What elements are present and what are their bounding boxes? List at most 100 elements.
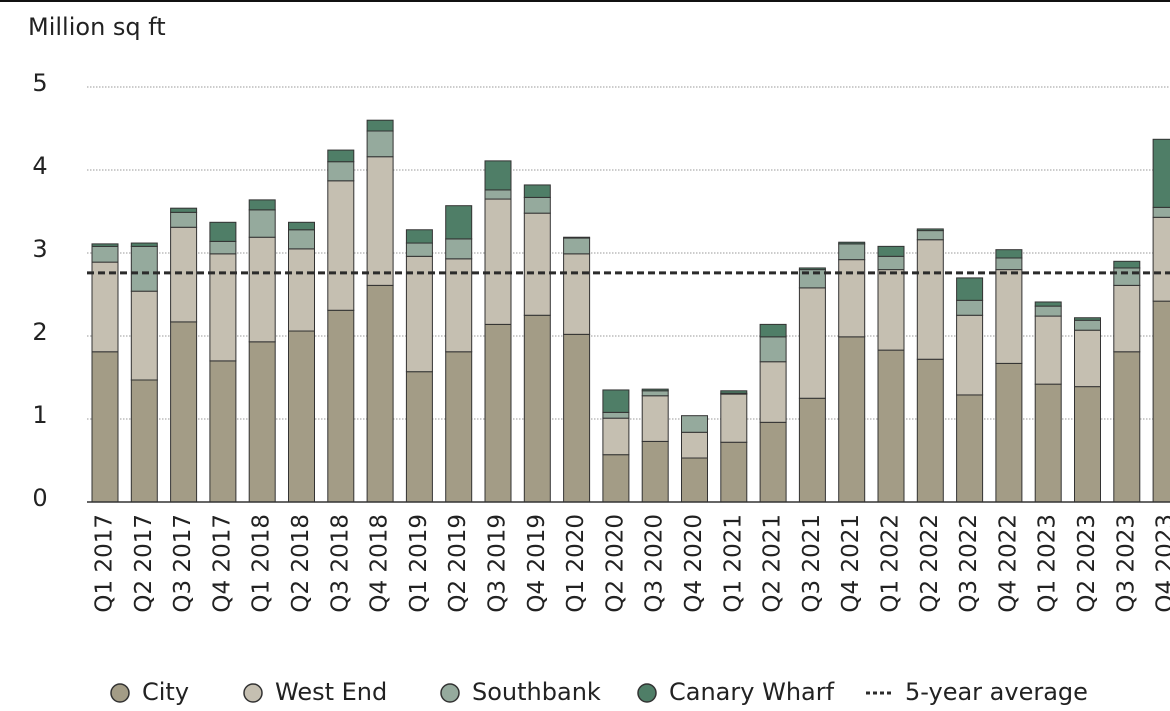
bar-segment <box>1074 317 1101 321</box>
bar-segment <box>523 184 551 198</box>
x-tick-label: Q3 2018 <box>327 514 353 613</box>
legend-label: Southbank <box>472 678 601 706</box>
bar-segment <box>956 299 984 316</box>
bar-segment <box>91 245 119 263</box>
y-tick-label: 1 <box>32 401 47 429</box>
bar-segment <box>563 333 591 503</box>
x-tick-label: Q4 2023 <box>1153 514 1170 613</box>
x-tick-label: Q3 2017 <box>170 514 196 613</box>
bar-segment <box>209 221 237 242</box>
bar-segment <box>916 228 944 232</box>
bar-segment <box>563 236 591 239</box>
legend-label: Canary Wharf <box>669 678 835 706</box>
bar-segment <box>170 226 198 323</box>
bar-segment <box>995 269 1023 364</box>
bar-segment <box>798 287 826 399</box>
legend-swatch <box>637 683 657 703</box>
bar-segment <box>209 360 237 503</box>
bar-segment <box>170 211 198 228</box>
x-tick-label: Q2 2018 <box>288 514 314 613</box>
bar-segment <box>288 221 315 231</box>
bar-segment <box>877 245 905 257</box>
legend-label: West End <box>275 678 387 706</box>
x-tick-label: Q3 2019 <box>485 514 511 613</box>
x-tick-label: Q2 2019 <box>445 514 471 613</box>
bar-segment <box>1152 138 1170 208</box>
bar-segment <box>956 277 984 301</box>
bar-segment <box>209 253 237 362</box>
bar-segment <box>523 196 551 214</box>
bar-segment <box>91 351 119 503</box>
bar-segment <box>995 257 1023 271</box>
legend-label: 5-year average <box>905 678 1088 706</box>
bar-segment <box>405 229 433 244</box>
bar-segment <box>838 336 866 503</box>
x-tick-label: Q1 2019 <box>406 514 432 613</box>
bar-segment <box>288 229 315 250</box>
bar-segment <box>445 238 473 260</box>
bar-segment <box>720 441 748 503</box>
bar-segment <box>641 388 669 392</box>
legend-swatch <box>110 683 130 703</box>
bar-segment <box>759 323 787 338</box>
bar-segment <box>91 243 119 247</box>
bar-segment <box>916 239 944 360</box>
bar-segment <box>248 199 276 211</box>
bar-segment <box>484 160 512 191</box>
x-tick-label: Q4 2018 <box>367 514 393 613</box>
bar-segment <box>563 237 591 255</box>
x-tick-label: Q1 2020 <box>563 514 589 613</box>
y-tick-label: 0 <box>32 484 47 512</box>
bar-segment <box>1113 267 1141 286</box>
legend-label: City <box>142 678 189 706</box>
bar-segment <box>248 209 276 238</box>
y-tick-label: 4 <box>32 152 47 180</box>
bar-segment <box>170 207 198 213</box>
bar-segment <box>641 440 669 503</box>
bar-segment <box>681 431 708 459</box>
bar-segment <box>327 149 355 163</box>
bar-segment <box>405 371 433 503</box>
x-tick-label: Q2 2021 <box>760 514 786 613</box>
bar-segment <box>405 242 433 257</box>
bar-segment <box>484 198 512 325</box>
bar-segment <box>130 290 158 381</box>
bar-segment <box>130 379 158 503</box>
bar-segment <box>956 314 984 396</box>
bar-segment <box>759 421 787 503</box>
x-tick-label: Q3 2022 <box>956 514 982 613</box>
x-tick-label: Q4 2022 <box>995 514 1021 613</box>
bar-segment <box>130 245 158 292</box>
x-tick-label: Q2 2017 <box>131 514 157 613</box>
bar-segment <box>1034 383 1062 503</box>
x-tick-label: Q1 2022 <box>878 514 904 613</box>
bar-segment <box>91 261 119 353</box>
x-tick-label: Q3 2020 <box>642 514 668 613</box>
bar-segment <box>327 180 355 311</box>
bar-segment <box>563 253 591 335</box>
bar-segment <box>327 309 355 503</box>
bar-segment <box>798 397 826 503</box>
x-tick-label: Q2 2022 <box>917 514 943 613</box>
bar-segment <box>1034 315 1062 385</box>
bar-segment <box>1034 301 1062 307</box>
bar-segment <box>1113 260 1141 269</box>
bar-segment <box>1074 386 1101 503</box>
bar-segment <box>602 411 630 419</box>
bar-segment <box>327 161 355 182</box>
bar-segment <box>641 395 669 442</box>
bar-segment <box>405 255 433 373</box>
bar-segment <box>1034 305 1062 317</box>
x-tick-label: Q3 2023 <box>1113 514 1139 613</box>
x-tick-label: Q1 2017 <box>92 514 118 613</box>
x-tick-label: Q1 2023 <box>1035 514 1061 613</box>
legend-swatch <box>243 683 263 703</box>
x-tick-label: Q4 2017 <box>209 514 235 613</box>
x-tick-label: Q1 2018 <box>249 514 275 613</box>
bar-segment <box>602 417 630 456</box>
bar-segment <box>995 249 1023 259</box>
bar-segment <box>720 393 748 443</box>
x-tick-label: Q2 2023 <box>1074 514 1100 613</box>
bar-segment <box>366 119 394 132</box>
